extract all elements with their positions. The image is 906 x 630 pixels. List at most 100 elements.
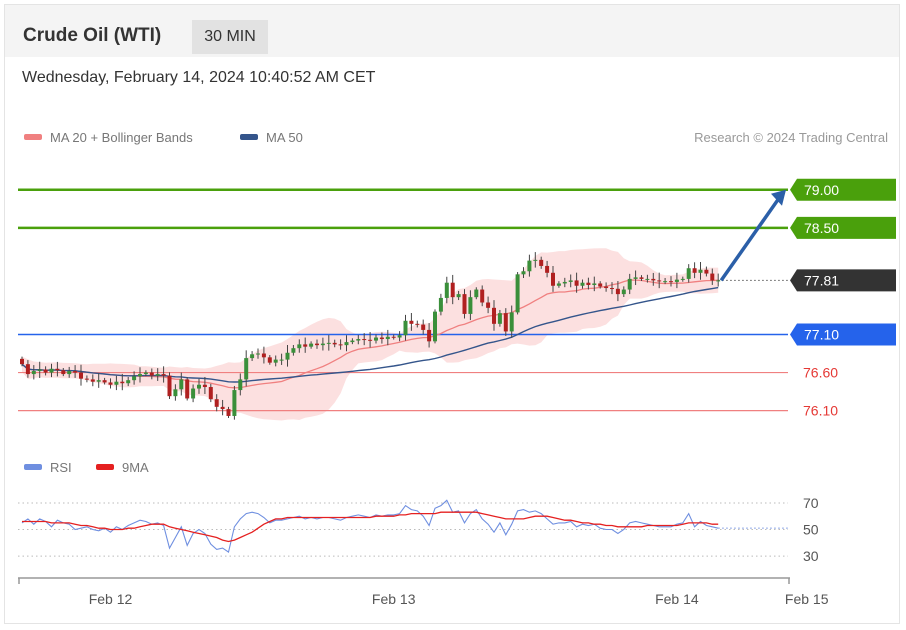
candle-body <box>279 359 284 361</box>
candle-body <box>132 376 137 381</box>
candle-body <box>102 380 107 383</box>
rsi-lines <box>21 499 788 554</box>
candle-body <box>315 343 319 346</box>
candle <box>350 338 355 345</box>
candle-body <box>621 289 626 295</box>
candle-body <box>55 368 60 371</box>
candle-body <box>126 380 131 384</box>
level-label-tag <box>790 178 896 201</box>
candle-body <box>462 294 467 314</box>
candle <box>344 335 349 352</box>
candle <box>155 368 160 381</box>
candle <box>20 356 24 367</box>
candle-body <box>155 374 160 376</box>
candle <box>669 276 673 287</box>
candle <box>574 272 579 293</box>
candle <box>379 332 384 344</box>
candle-body <box>273 359 278 363</box>
candle <box>427 323 432 348</box>
candle <box>202 376 207 395</box>
candle <box>185 377 190 401</box>
candle-body <box>680 278 685 280</box>
candle-body <box>120 381 125 384</box>
candle-body <box>108 382 113 385</box>
candle-body <box>645 278 650 280</box>
candle <box>96 373 101 388</box>
candle <box>84 375 89 383</box>
candle <box>527 254 532 277</box>
candle-body <box>208 387 213 400</box>
candle-body <box>43 369 48 373</box>
candle-body <box>96 380 101 382</box>
candle-body <box>79 372 83 379</box>
candle <box>462 289 467 319</box>
candle-body <box>598 283 603 287</box>
candle-body <box>474 289 479 298</box>
candle-body <box>167 375 172 397</box>
candle <box>657 272 662 289</box>
candle <box>598 281 603 289</box>
rsi-grid: 70 50 30 <box>18 495 819 564</box>
x-tick-label: Feb 12 <box>89 591 133 607</box>
candle-body <box>291 348 296 353</box>
candle-body <box>362 339 367 341</box>
candle-body <box>191 388 196 399</box>
candle <box>73 365 78 378</box>
candle-body <box>692 268 697 273</box>
candle-body <box>433 311 437 342</box>
candle <box>197 378 201 394</box>
x-tick-label: Feb 13 <box>372 591 416 607</box>
candle <box>421 319 426 335</box>
candle <box>338 339 343 350</box>
candle <box>303 337 308 353</box>
candle <box>173 384 178 401</box>
candle-body <box>710 273 715 281</box>
chart-datetime: Wednesday, February 14, 2024 10:40:52 AM… <box>22 69 376 86</box>
candle-body <box>31 371 36 375</box>
candle-body <box>374 337 378 341</box>
candle <box>256 348 260 359</box>
candle <box>480 285 485 307</box>
candle-body <box>238 379 243 391</box>
candle-body <box>639 277 644 279</box>
candle-body <box>344 342 349 346</box>
ma50-legend-label: MA 50 <box>266 130 303 145</box>
candle <box>556 281 561 288</box>
candle-body <box>173 389 178 397</box>
candle-body <box>403 320 408 336</box>
interval-badge[interactable]: 30 MIN <box>192 20 268 54</box>
candle-body <box>427 329 432 342</box>
candle <box>362 333 367 346</box>
candle <box>25 360 30 378</box>
arrow-head <box>771 189 786 206</box>
rsi-legend-label: RSI <box>50 460 72 475</box>
candle-body <box>438 297 443 312</box>
candle <box>90 374 95 387</box>
candle <box>102 377 107 385</box>
candle <box>438 293 443 316</box>
candle-body <box>686 268 691 279</box>
candle-body <box>592 283 597 285</box>
level-label-tag <box>790 269 896 292</box>
candle-body <box>61 370 66 375</box>
candle <box>639 275 644 281</box>
candle <box>143 370 148 377</box>
rsi-ma-legend-label: 9MA <box>122 460 149 475</box>
candle <box>61 367 66 377</box>
candle <box>704 266 709 277</box>
candle <box>615 281 620 302</box>
candle <box>391 334 396 340</box>
candle <box>586 277 591 290</box>
candle <box>456 290 461 301</box>
candle-body <box>391 336 396 338</box>
candle-body <box>586 282 591 285</box>
candle-body <box>480 289 485 303</box>
candle-body <box>468 297 473 314</box>
candle <box>149 368 154 380</box>
candle-body <box>527 260 532 272</box>
candle <box>79 364 83 386</box>
level-label-text: 79.00 <box>804 182 839 198</box>
candle-body <box>297 344 302 349</box>
candle-body <box>568 280 573 282</box>
candle <box>686 264 691 283</box>
